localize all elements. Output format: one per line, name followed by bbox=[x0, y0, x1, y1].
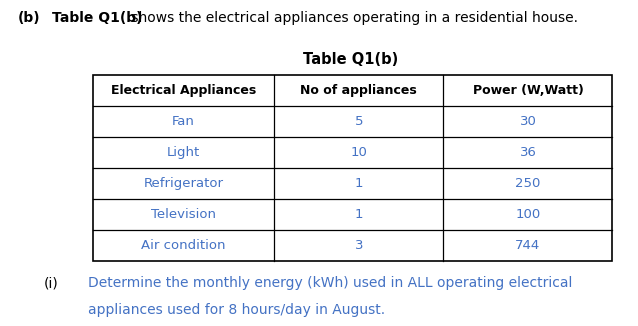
Text: Power (W,Watt): Power (W,Watt) bbox=[473, 84, 583, 97]
Text: 744: 744 bbox=[516, 239, 540, 252]
Text: 5: 5 bbox=[355, 115, 363, 128]
Text: 1: 1 bbox=[355, 208, 363, 221]
Text: 3: 3 bbox=[355, 239, 363, 252]
Text: 1: 1 bbox=[355, 177, 363, 190]
Text: (b): (b) bbox=[18, 11, 40, 25]
Bar bbox=[93, 75, 612, 261]
Text: Table Q1(b): Table Q1(b) bbox=[303, 52, 399, 67]
Text: (i): (i) bbox=[43, 276, 58, 290]
Text: appliances used for 8 hours/day in August.: appliances used for 8 hours/day in Augus… bbox=[88, 303, 385, 317]
Text: 30: 30 bbox=[519, 115, 537, 128]
Text: Television: Television bbox=[151, 208, 216, 221]
Text: Light: Light bbox=[167, 146, 200, 159]
Text: 250: 250 bbox=[516, 177, 540, 190]
Text: Table Q1(b): Table Q1(b) bbox=[52, 11, 143, 25]
Text: shows the electrical appliances operating in a residential house.: shows the electrical appliances operatin… bbox=[127, 11, 578, 25]
Text: Fan: Fan bbox=[172, 115, 195, 128]
Text: Refrigerator: Refrigerator bbox=[144, 177, 223, 190]
Text: No of appliances: No of appliances bbox=[300, 84, 417, 97]
Text: Air condition: Air condition bbox=[141, 239, 226, 252]
Text: 10: 10 bbox=[350, 146, 367, 159]
Text: Electrical Appliances: Electrical Appliances bbox=[111, 84, 256, 97]
Text: Determine the monthly energy (kWh) used in ALL operating electrical: Determine the monthly energy (kWh) used … bbox=[88, 276, 572, 290]
Text: 100: 100 bbox=[516, 208, 540, 221]
Text: 36: 36 bbox=[519, 146, 537, 159]
